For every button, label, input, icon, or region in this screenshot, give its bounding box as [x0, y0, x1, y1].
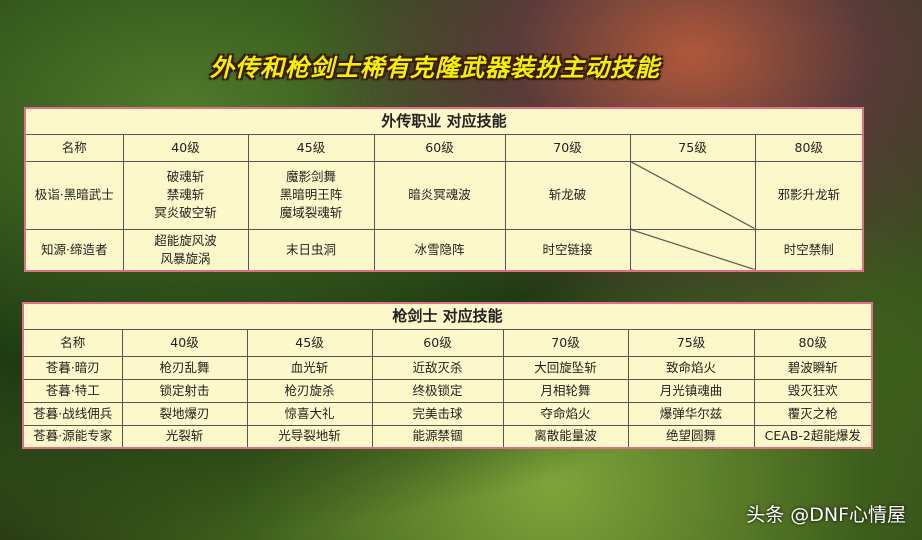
table-row: 极诣·黑暗武士 破魂斩禁魂斩冥炎破空斩 魔影剑舞黑暗明王阵魔域裂魂斩 暗炎冥魂波…	[24, 160, 864, 230]
column-header: 名称	[22, 328, 123, 357]
skill: 破魂斩	[166, 169, 205, 184]
column-header: 70级	[504, 133, 631, 162]
column-header: 80级	[754, 133, 864, 162]
skill-cell: 月相轮舞	[502, 378, 629, 403]
skill: 魔影剑舞	[285, 169, 336, 184]
skill: 禁魂斩	[166, 187, 205, 202]
column-header: 45级	[246, 328, 373, 357]
class-name: 苍暮·特工	[22, 378, 123, 403]
skill-cell: 完美击球	[371, 401, 504, 426]
skill-cell: 锁定射击	[121, 378, 248, 403]
column-header: 70级	[502, 328, 629, 357]
skill-cell: CEAB-2超能爆发	[753, 424, 873, 449]
column-header: 45级	[247, 133, 375, 162]
skill: 黑暗明王阵	[279, 187, 343, 202]
class-name: 苍暮·源能专家	[22, 424, 123, 449]
skill-cell: 冰雪隐阵	[373, 228, 506, 272]
table-external-classes: 外传职业 对应技能 名称 40级 45级 60级 70级 75级 80级 极诣·…	[24, 107, 864, 272]
skill: 风暴旋涡	[160, 250, 211, 266]
skill-cell: 超能旋风波 风暴旋涡	[122, 228, 249, 272]
skill-cell: 爆弹华尔兹	[627, 401, 755, 426]
table-row: 苍暮·特工 锁定射击 枪刃旋杀 终极锁定 月相轮舞 月光镇魂曲 毁灭狂欢	[22, 378, 873, 403]
skill-cell: 大回旋坠斩	[502, 355, 629, 380]
class-name: 知源·缔造者	[24, 228, 124, 272]
skill: 超能旋风波	[154, 232, 217, 248]
table-row: 知源·缔造者 超能旋风波风暴旋涡 末日虫洞 冰雪隐阵 时空链接 时空禁制	[24, 228, 864, 272]
skill: 冥炎破空斩	[154, 205, 217, 220]
column-header: 40级	[121, 328, 248, 357]
skill-cell: 夺命焰火	[502, 401, 629, 426]
class-name: 极诣·黑暗武士	[24, 160, 124, 230]
class-name: 苍暮·暗刃	[22, 355, 123, 380]
column-header: 名称	[24, 133, 124, 162]
column-header: 60级	[373, 133, 506, 162]
skill-cell: 血光斩	[246, 355, 373, 380]
skill-cell: 裂地爆刃	[121, 401, 248, 426]
skill-cell: 光导裂地斩	[246, 424, 373, 449]
skill-cell: 魔影剑舞黑暗明王阵魔域裂魂斩	[247, 160, 375, 230]
skill-cell: 暗炎冥魂波	[373, 160, 506, 230]
table-caption: 外传职业 对应技能	[24, 107, 864, 135]
skill-cell: 光裂斩	[121, 424, 248, 449]
table-row: 苍暮·战线佣兵 裂地爆刃 惊喜大礼 完美击球 夺命焰火 爆弹华尔兹 覆灭之枪	[22, 401, 873, 426]
skill-cell: 斩龙破	[504, 160, 631, 230]
class-name: 苍暮·战线佣兵	[22, 401, 123, 426]
table-caption: 枪剑士 对应技能	[22, 302, 873, 330]
skill-cell: 时空链接	[504, 228, 631, 272]
watermark: 头条 @DNF心情屋	[746, 504, 906, 526]
skill-cell: 邪影升龙斩	[754, 160, 864, 230]
column-header: 60级	[371, 328, 504, 357]
column-header: 80级	[753, 328, 873, 357]
skill-cell: 覆灭之枪	[753, 401, 873, 426]
skill-cell: 末日虫洞	[247, 228, 375, 272]
skill-cell: 终极锁定	[371, 378, 504, 403]
page-title: 外传和枪剑士稀有克隆武器装扮主动技能	[210, 54, 660, 82]
header-row: 名称 40级 45级 60级 70级 75级 80级	[22, 328, 873, 357]
skill-cell: 能源禁锢	[371, 424, 504, 449]
skill-cell: 时空禁制	[754, 228, 864, 272]
empty-cell-diagonal	[629, 160, 756, 230]
column-header: 75级	[627, 328, 755, 357]
table-gunblader: 枪剑士 对应技能 名称 40级 45级 60级 70级 75级 80级 苍暮·暗刃 枪刃乱舞 血光…	[22, 302, 873, 449]
header-row: 名称 40级 45级 60级 70级 75级 80级	[24, 133, 864, 162]
table-row: 苍暮·源能专家 光裂斩 光导裂地斩 能源禁锢 离散能量波 绝望圆舞 CEAB-2超能爆发	[22, 424, 873, 449]
skill-cell: 碧波瞬斩	[753, 355, 873, 380]
skill-cell: 绝望圆舞	[627, 424, 755, 449]
skill-cell: 枪刃旋杀	[246, 378, 373, 403]
skill-cell: 致命焰火	[627, 355, 755, 380]
skill-cell: 惊喜大礼	[246, 401, 373, 426]
table-row: 苍暮·暗刃 枪刃乱舞 血光斩 近敌灭杀 大回旋坠斩 致命焰火 碧波瞬斩	[22, 355, 873, 380]
column-header: 75级	[629, 133, 756, 162]
skill-cell: 枪刃乱舞	[121, 355, 248, 380]
empty-cell-diagonal	[629, 228, 756, 272]
skill-cell: 月光镇魂曲	[627, 378, 755, 403]
skill-cell: 近敌灭杀	[371, 355, 504, 380]
skill-cell: 离散能量波	[502, 424, 629, 449]
skill: 魔域裂魂斩	[279, 205, 343, 220]
skill-cell: 破魂斩禁魂斩冥炎破空斩	[122, 160, 249, 230]
column-header: 40级	[122, 133, 249, 162]
skill-cell: 毁灭狂欢	[753, 378, 873, 403]
